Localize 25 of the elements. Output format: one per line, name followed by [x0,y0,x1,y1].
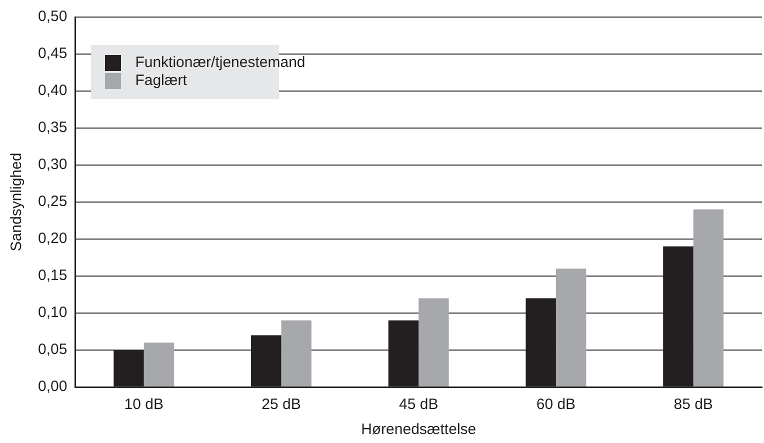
y-tick-label: 0,25 [38,193,68,210]
legend-label: Funktionær/tjenestemand [135,54,306,71]
y-tick-label: 0,45 [38,45,68,62]
y-tick-label: 0,40 [38,82,68,100]
x-axis-title: Hørenedsættelse [361,421,476,438]
bar [281,320,312,386]
y-axis-title: Sandsynlighed [8,152,26,252]
y-tick-label: 0,05 [38,341,68,358]
x-tick-label: 85 dB [674,396,713,414]
x-tick-label: 10 dB [124,396,164,414]
y-tick-label: 0,20 [38,230,68,248]
y-tick-label: 0,30 [38,156,68,174]
y-tick-label: 0,10 [38,304,68,322]
legend-label: Faglært [135,72,188,89]
y-tick-label: 0,50 [38,8,68,26]
y-tick-label: 0,00 [38,378,68,396]
x-tick-label: 60 dB [536,396,576,414]
bar [556,268,586,386]
y-tick-label: 0,15 [38,267,68,284]
x-tick-label: 25 dB [262,396,301,414]
bar [144,342,174,386]
bar [693,209,724,386]
y-tick-label: 0,35 [38,119,68,136]
x-tick-label: 45 dB [398,396,438,414]
bar [418,298,449,386]
